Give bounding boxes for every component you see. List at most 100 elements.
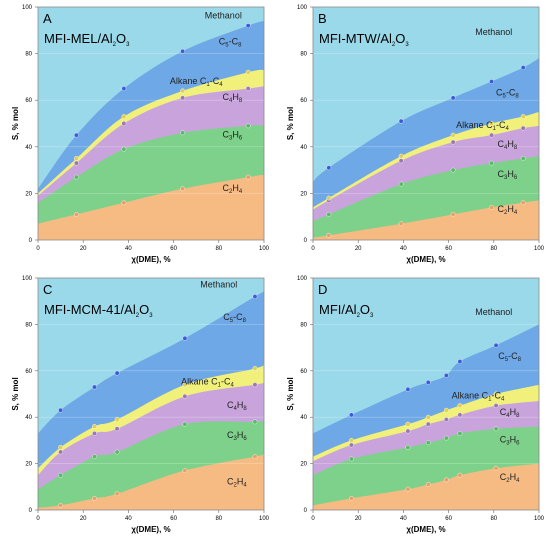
band-label-text: C	[223, 92, 230, 102]
x-tick-label: 40	[125, 246, 132, 252]
band-label-c2h4: C2H4	[500, 472, 520, 484]
data-point	[457, 403, 463, 408]
band-label-methanol: Methanol	[475, 307, 512, 317]
band-label-sub: 8	[243, 318, 247, 324]
band-label-sub: 5	[230, 318, 234, 324]
data-point	[398, 221, 404, 227]
band-label-text: Alkane C	[456, 120, 493, 130]
x-tick-label: 20	[80, 246, 87, 252]
band-label-sub: 4	[506, 413, 510, 419]
band-label-text: -C	[233, 312, 243, 322]
data-point	[520, 156, 526, 161]
data-point	[245, 123, 251, 129]
data-point	[245, 69, 251, 75]
band-label-text: Alkane C	[452, 391, 489, 401]
plot-area	[38, 278, 264, 510]
band-label-text: C	[498, 204, 505, 214]
x-tick-label: 80	[215, 246, 222, 252]
data-point	[349, 495, 354, 501]
band-label-text: C	[496, 88, 503, 98]
data-point	[182, 335, 188, 341]
data-point	[489, 121, 494, 126]
title-main: MFI-MEL/Al	[44, 31, 113, 46]
title-mid: O	[116, 31, 126, 46]
data-point	[326, 211, 332, 217]
x-tick-label: 0	[36, 246, 40, 252]
plot-area	[313, 7, 539, 240]
band-label-alkane-c1-c4: Alkane C1-C4	[181, 377, 234, 389]
data-point	[74, 132, 79, 138]
band-label-sub: 1	[488, 397, 492, 403]
data-point	[405, 421, 411, 427]
band-label-c2h4: C2H4	[498, 204, 518, 216]
x-tick-label: 80	[490, 516, 497, 522]
x-tick-label: 20	[80, 516, 87, 522]
data-point	[121, 200, 127, 206]
title-sub: 3	[405, 42, 409, 48]
data-point	[58, 502, 63, 508]
data-point	[349, 442, 354, 448]
title-mid: O	[395, 31, 405, 46]
title-main: MFI/Al	[319, 302, 357, 317]
data-point	[114, 370, 120, 376]
x-tick-label: 60	[170, 516, 177, 522]
band-label-sub: 4	[516, 478, 520, 484]
y-tick-label: 100	[22, 276, 33, 282]
band-label-text: H	[237, 430, 244, 440]
band-label-text: C	[227, 430, 234, 440]
band-label-sub: 4	[504, 145, 508, 151]
band-label-text: C	[500, 407, 507, 417]
x-tick-label: 60	[170, 246, 177, 252]
data-point	[489, 160, 494, 166]
chart-panel-c: 0 20 40 60 80 100 0 20 40 60 80 100 χ(DME), % S, % mo…	[11, 276, 270, 534]
data-point	[443, 477, 449, 483]
chart-panel-d: 0 20 40 60 80 100 0 20 40 60 80 100 χ(DME), % S, % mo…	[286, 276, 545, 534]
band-label-sub: 8	[239, 98, 243, 104]
band-label-sub: 6	[243, 436, 247, 442]
data-point	[443, 373, 449, 378]
band-label-sub: 6	[514, 175, 518, 181]
y-tick-label: 100	[22, 5, 33, 11]
data-point	[245, 174, 251, 180]
band-label-text: H	[232, 129, 239, 139]
band-label-sub: 1	[218, 383, 222, 389]
band-label-sub: 3	[234, 436, 238, 442]
y-axis-label: S, % mol	[286, 377, 295, 410]
x-tick-label: 0	[36, 516, 40, 522]
band-label-sub: 6	[239, 135, 243, 141]
data-point	[450, 167, 456, 173]
data-point	[450, 132, 456, 138]
band-label-text: Methanol	[205, 11, 242, 21]
title-sub: 3	[370, 313, 374, 319]
band-label-c3h6: C3H6	[498, 169, 518, 181]
band-label-text: H	[232, 92, 239, 102]
data-point	[252, 454, 258, 460]
band-label-text: Methanol	[475, 27, 512, 37]
x-tick-label: 40	[125, 516, 132, 522]
data-point	[92, 431, 97, 436]
band-label-sub: 8	[243, 406, 247, 412]
data-point	[493, 391, 499, 397]
plot-frame	[37, 277, 265, 511]
panel-letter: B	[318, 11, 327, 26]
x-tick-label: 20	[355, 516, 362, 522]
data-point	[450, 95, 456, 101]
band-label-text: -C	[491, 391, 501, 401]
band-label-sub: 3	[506, 441, 510, 447]
band-label-text: Alkane C	[170, 76, 207, 86]
band-c2h4	[38, 174, 264, 240]
band-label-text: C	[227, 400, 234, 410]
band-label-c5-c8: C5-C8	[498, 351, 521, 363]
data-point	[425, 379, 431, 385]
data-point	[121, 146, 127, 152]
x-tick-label: 100	[534, 516, 545, 522]
data-point	[182, 382, 188, 388]
data-point	[58, 407, 63, 413]
band-label-text: H	[232, 183, 239, 193]
x-tick-label: 40	[400, 516, 407, 522]
data-point	[326, 195, 332, 201]
data-point	[520, 125, 526, 131]
band-label-sub: 8	[518, 357, 522, 363]
y-tick-label: 80	[300, 322, 307, 328]
data-point	[92, 384, 97, 390]
